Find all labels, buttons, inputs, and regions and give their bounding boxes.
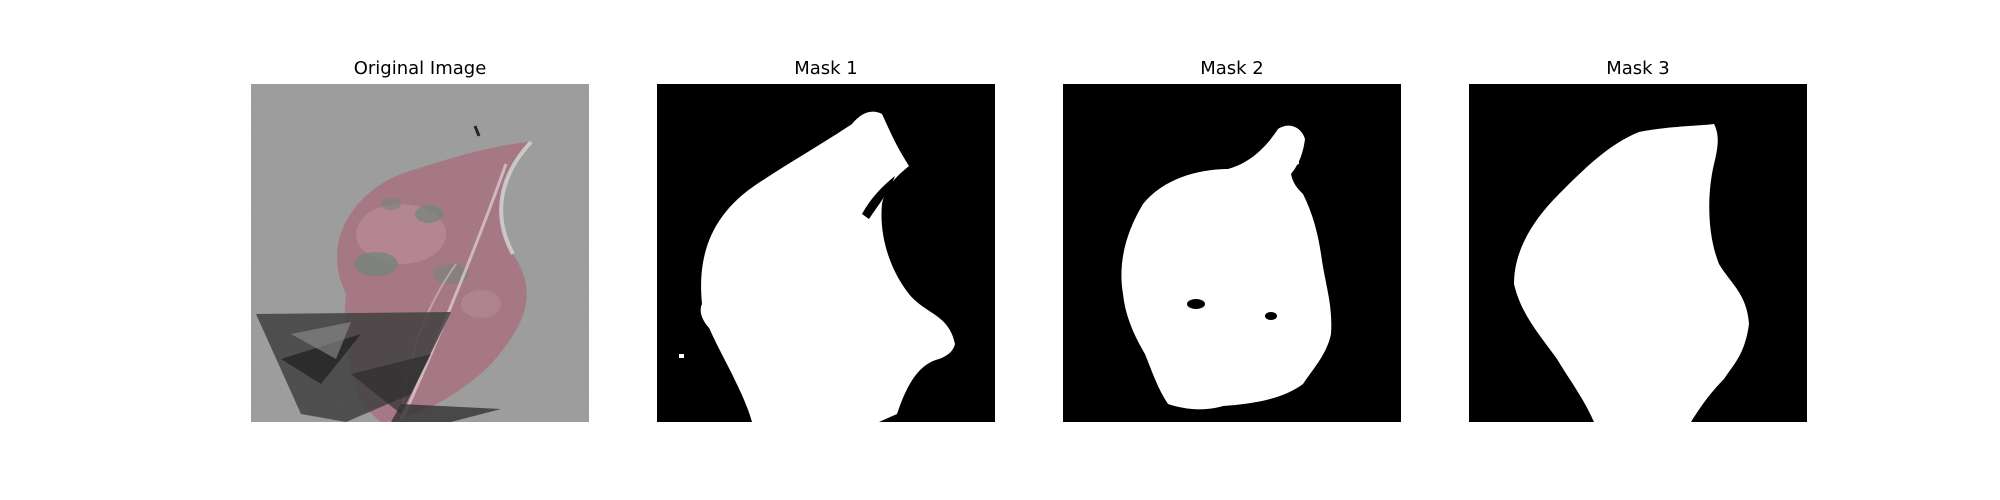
- mask-1-image: [657, 84, 995, 422]
- mask-3-image: [1469, 84, 1807, 422]
- panel-title: Mask 3: [1606, 58, 1670, 79]
- panel-mask-2: Mask 2: [1063, 0, 1401, 500]
- mask-2-image: [1063, 84, 1401, 422]
- panel-mask-3: Mask 3: [1469, 0, 1807, 500]
- mask-3-region: [1514, 124, 1749, 422]
- panel-title: Original Image: [353, 58, 487, 79]
- original-image: [251, 84, 589, 422]
- mask-1-region: [701, 111, 955, 422]
- mask-2-hole: [1187, 299, 1205, 309]
- panel-title: Mask 1: [794, 58, 858, 79]
- panel-mask-1: Mask 1: [657, 0, 995, 500]
- panel-title: Mask 2: [1200, 58, 1264, 79]
- panel-original-image: Original Image: [251, 0, 589, 500]
- mask-2-region: [1121, 125, 1332, 410]
- mask-2-hole: [1265, 312, 1277, 320]
